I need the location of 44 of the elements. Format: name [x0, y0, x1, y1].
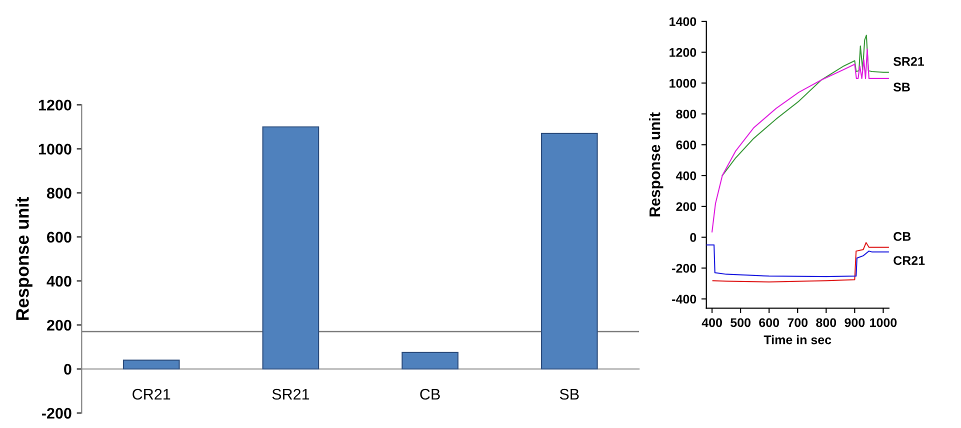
y-tick-label: 600	[47, 232, 72, 243]
x-tick-label: 800	[816, 318, 836, 328]
y-tick-label: 200	[676, 202, 696, 212]
x-tick-label: CB	[420, 388, 440, 400]
x-tick-label: SR21	[272, 388, 310, 400]
bar	[540, 132, 598, 370]
y-tick-label: 1200	[670, 48, 696, 57]
x-tick-label: SB	[560, 388, 579, 400]
y-tick-label: 1200	[38, 100, 72, 111]
series-label: SB	[893, 82, 910, 92]
line-series	[711, 48, 889, 232]
x-tick-label: 700	[788, 318, 808, 328]
y-tick-label: 800	[46, 188, 72, 199]
line-series	[722, 34, 889, 176]
x-tick-label: 900	[844, 318, 865, 328]
y-tick-label: 200	[47, 320, 72, 331]
y-tick-label: 1400	[670, 17, 696, 26]
y-axis-title: Response unit	[649, 112, 664, 216]
bar	[122, 360, 180, 370]
bar	[402, 352, 458, 370]
y-tick-label: 400	[676, 171, 696, 180]
y-tick-label: -400	[672, 294, 696, 304]
y-tick-label: -200	[42, 408, 72, 419]
line-series	[706, 244, 889, 278]
y-tick-label: -200	[672, 264, 696, 273]
x-tick-label: CR21	[132, 388, 170, 400]
x-tick-label: 500	[730, 318, 750, 328]
y-axis-title: Response unit	[16, 196, 32, 320]
x-tick-label: 400	[702, 318, 722, 328]
x-tick-label: 1000	[870, 318, 897, 328]
y-tick-label: 1000	[38, 144, 72, 155]
series-label: SR21	[893, 57, 924, 66]
y-tick-label: 400	[46, 276, 72, 287]
y-tick-label: 0	[690, 233, 696, 242]
y-tick-label: 600	[676, 140, 696, 150]
series-label: CR21	[894, 256, 925, 265]
line-series	[712, 242, 889, 283]
y-tick-label: 800	[676, 110, 696, 119]
series-label: CB	[894, 232, 911, 241]
bar	[262, 126, 320, 370]
y-tick-label: 0	[64, 364, 72, 375]
x-tick-label: 600	[759, 318, 780, 328]
x-axis-title: Time in sec	[764, 335, 832, 344]
y-tick-label: 1000	[670, 78, 696, 88]
